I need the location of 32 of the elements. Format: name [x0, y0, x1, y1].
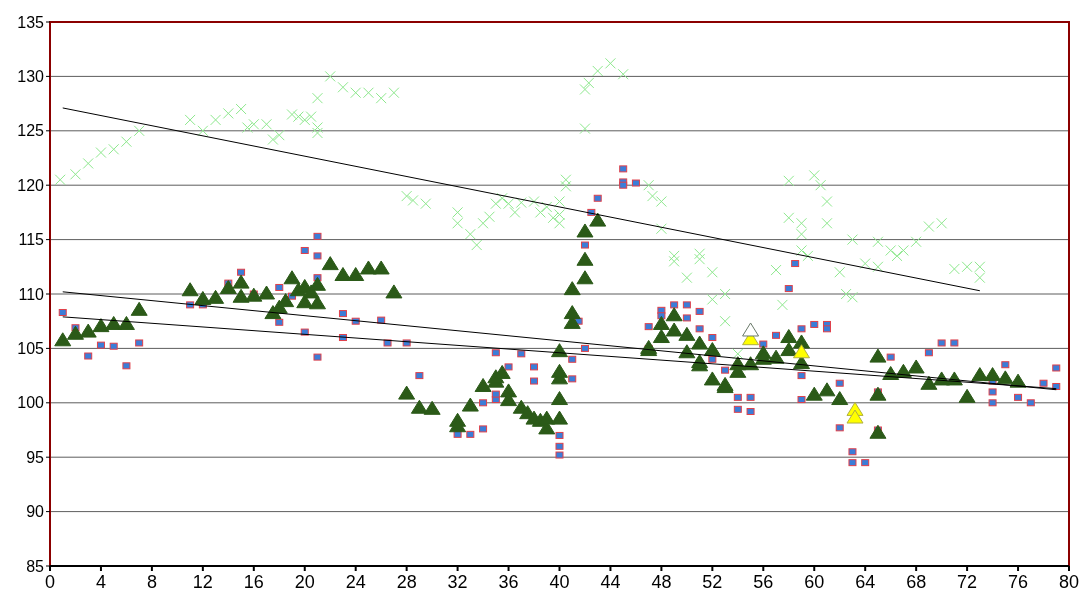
x-tick-label: 28 — [396, 572, 417, 592]
x-tick-label: 80 — [1058, 572, 1080, 592]
y-tick-label: 85 — [26, 557, 45, 575]
y-tick-label: 115 — [18, 231, 45, 249]
y-tick-label: 125 — [17, 122, 45, 140]
y-tick-label: 135 — [17, 13, 45, 31]
x-tick-label: 32 — [447, 572, 468, 592]
x-tick-label: 64 — [855, 572, 876, 592]
x-tick-label: 24 — [345, 572, 366, 592]
x-tick-label: 16 — [243, 572, 264, 592]
x-tick-label: 48 — [651, 572, 672, 592]
x-tick-label: 72 — [957, 572, 978, 592]
x-tick-label: 12 — [192, 572, 213, 592]
y-tick-label: 95 — [26, 448, 45, 466]
x-tick-label: 20 — [294, 572, 315, 592]
x-tick-label: 40 — [549, 572, 570, 592]
x-tick-label: 68 — [906, 572, 927, 592]
x-tick-label: 60 — [804, 572, 825, 592]
y-tick-label: 90 — [26, 503, 45, 521]
y-tick-label: 105 — [17, 340, 45, 357]
y-tick-label: 100 — [17, 394, 45, 412]
y-tick-label: 130 — [17, 68, 45, 85]
x-tick-label: 52 — [702, 572, 723, 592]
x-tick-label: 56 — [753, 572, 774, 592]
x-tick-label: 8 — [146, 572, 157, 592]
x-tick-label: 44 — [600, 572, 621, 592]
y-tick-label: 110 — [18, 285, 45, 303]
y-tick-label: 120 — [17, 176, 45, 194]
x-tick-label: 76 — [1008, 572, 1029, 592]
x-tick-label: 0 — [44, 572, 56, 592]
x-tick-label: 36 — [498, 572, 519, 592]
x-tick-label: 4 — [95, 572, 106, 592]
